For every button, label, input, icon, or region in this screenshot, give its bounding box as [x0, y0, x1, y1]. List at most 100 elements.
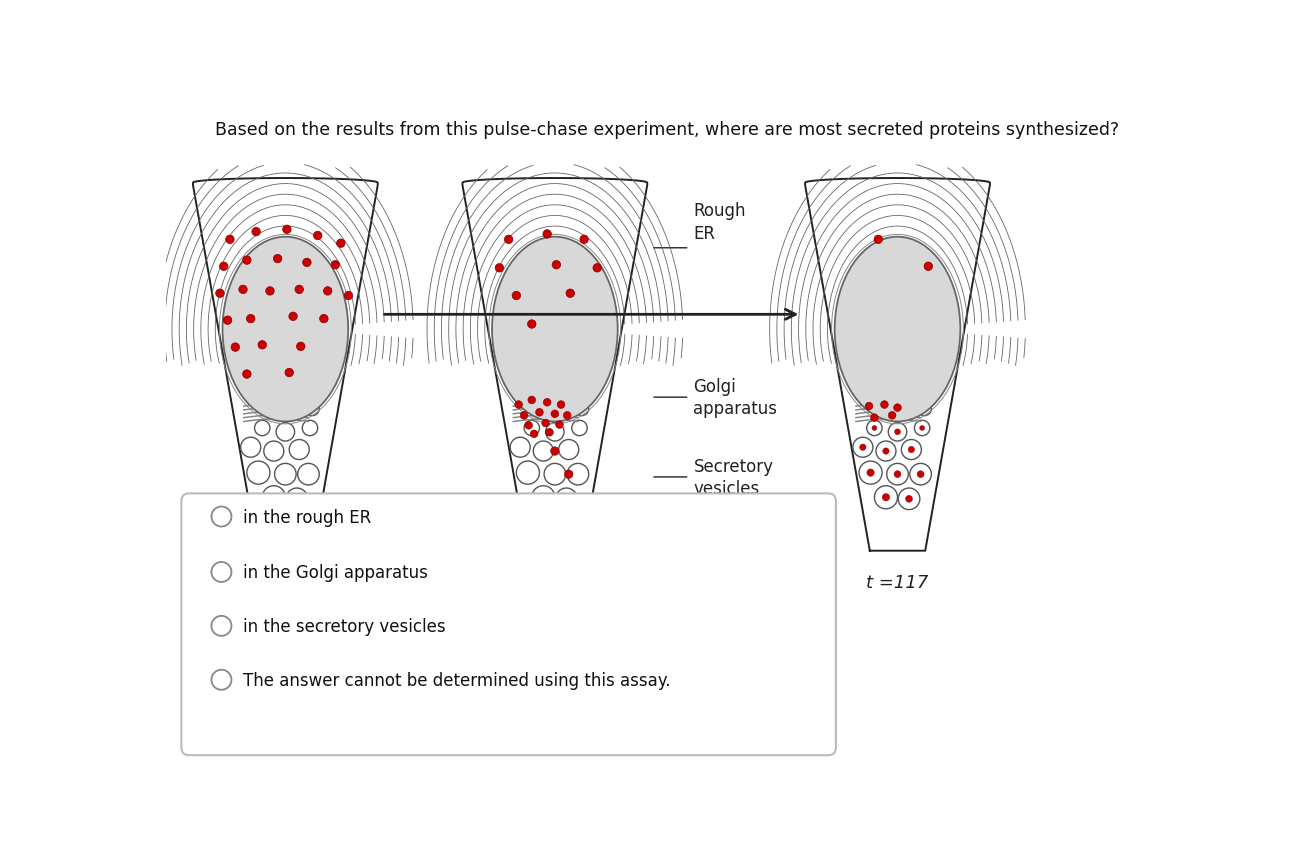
Circle shape — [909, 447, 914, 453]
FancyBboxPatch shape — [181, 494, 836, 755]
Circle shape — [888, 412, 896, 420]
Circle shape — [517, 461, 539, 485]
Circle shape — [871, 415, 879, 422]
Circle shape — [901, 440, 922, 460]
Circle shape — [521, 412, 527, 420]
Circle shape — [323, 287, 332, 296]
Circle shape — [535, 409, 543, 416]
Circle shape — [286, 489, 307, 510]
Circle shape — [543, 399, 551, 407]
Circle shape — [872, 403, 884, 415]
Circle shape — [286, 405, 299, 418]
Circle shape — [276, 423, 294, 442]
Circle shape — [275, 464, 296, 485]
Circle shape — [273, 255, 283, 264]
Circle shape — [230, 344, 240, 352]
Circle shape — [872, 426, 876, 431]
Circle shape — [924, 263, 932, 271]
Ellipse shape — [835, 237, 961, 422]
Circle shape — [883, 449, 889, 455]
Circle shape — [922, 407, 927, 411]
Circle shape — [251, 228, 260, 236]
Circle shape — [900, 405, 911, 418]
Circle shape — [565, 470, 573, 479]
Circle shape — [893, 404, 901, 412]
Circle shape — [525, 422, 533, 430]
Circle shape — [266, 287, 275, 296]
Circle shape — [504, 235, 513, 244]
Polygon shape — [462, 179, 647, 551]
Text: Golgi
apparatus: Golgi apparatus — [694, 378, 777, 418]
Circle shape — [559, 440, 578, 460]
Circle shape — [910, 464, 931, 485]
Circle shape — [883, 494, 889, 502]
Circle shape — [572, 421, 587, 436]
Circle shape — [302, 421, 318, 436]
Circle shape — [306, 403, 319, 416]
Circle shape — [875, 486, 897, 509]
Circle shape — [260, 403, 272, 415]
Text: Based on the results from this pulse-chase experiment, where are most secreted p: Based on the results from this pulse-cha… — [215, 121, 1120, 139]
Circle shape — [898, 489, 919, 510]
Circle shape — [247, 461, 270, 485]
Ellipse shape — [223, 237, 348, 422]
Circle shape — [904, 409, 907, 414]
Circle shape — [876, 407, 880, 411]
Ellipse shape — [492, 237, 617, 422]
Circle shape — [242, 370, 251, 379]
Circle shape — [258, 341, 267, 350]
Circle shape — [575, 403, 589, 416]
Circle shape — [914, 421, 930, 436]
Circle shape — [876, 442, 896, 461]
Circle shape — [319, 315, 328, 323]
Circle shape — [556, 405, 569, 418]
Text: t = 0: t = 0 — [263, 573, 307, 591]
Circle shape — [546, 429, 553, 437]
Circle shape — [865, 403, 872, 410]
Circle shape — [867, 469, 874, 477]
Circle shape — [579, 235, 589, 244]
Circle shape — [331, 261, 340, 270]
Circle shape — [297, 343, 305, 351]
Polygon shape — [193, 179, 378, 551]
Circle shape — [527, 397, 535, 404]
Text: in the secretory vesicles: in the secretory vesicles — [243, 617, 445, 635]
Circle shape — [880, 401, 888, 409]
Circle shape — [556, 421, 564, 429]
FancyArrowPatch shape — [384, 310, 796, 320]
Circle shape — [592, 264, 602, 273]
Circle shape — [514, 401, 522, 409]
Circle shape — [894, 429, 901, 435]
Circle shape — [543, 230, 551, 239]
Circle shape — [302, 258, 311, 267]
Text: t = 37: t = 37 — [526, 573, 583, 591]
Circle shape — [917, 471, 924, 478]
Circle shape — [296, 286, 303, 294]
Circle shape — [568, 464, 589, 485]
Circle shape — [894, 471, 901, 478]
Circle shape — [887, 464, 909, 485]
Circle shape — [211, 507, 232, 527]
Circle shape — [298, 464, 319, 485]
Circle shape — [285, 368, 293, 377]
Circle shape — [344, 292, 353, 300]
Circle shape — [510, 438, 530, 458]
Circle shape — [314, 232, 322, 241]
Circle shape — [224, 316, 232, 325]
Text: t =117: t =117 — [866, 573, 928, 591]
Circle shape — [546, 423, 564, 442]
Circle shape — [859, 461, 883, 485]
Circle shape — [531, 486, 555, 509]
Circle shape — [527, 321, 536, 329]
Circle shape — [557, 401, 565, 409]
Circle shape — [551, 410, 559, 418]
Polygon shape — [805, 179, 990, 551]
Circle shape — [242, 257, 251, 265]
Text: Rough
ER: Rough ER — [694, 202, 746, 242]
Circle shape — [246, 315, 255, 323]
Circle shape — [534, 442, 553, 461]
Circle shape — [220, 263, 228, 271]
Circle shape — [874, 235, 883, 244]
Text: in the rough ER: in the rough ER — [243, 508, 371, 526]
Circle shape — [530, 431, 538, 438]
